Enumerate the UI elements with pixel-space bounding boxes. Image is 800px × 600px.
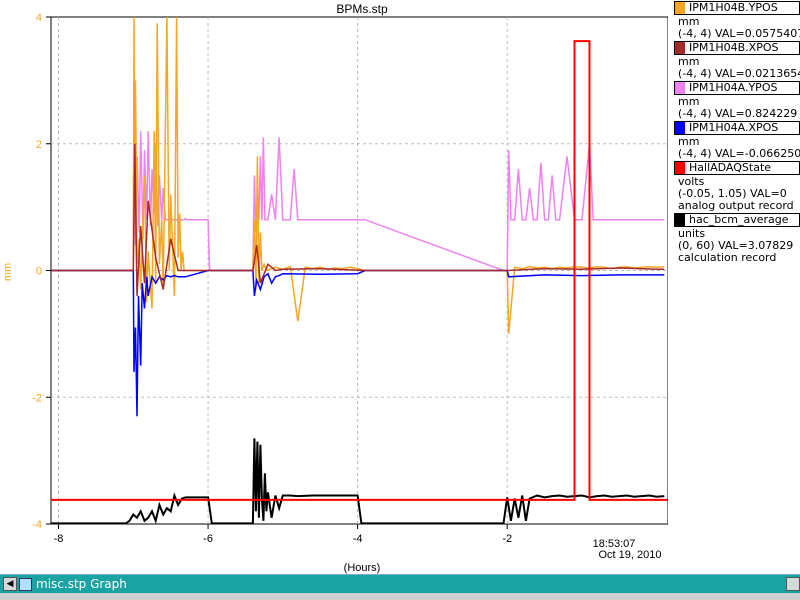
taskbar: ◀ misc.stp Graph: [0, 574, 800, 594]
legend-note: analog output record: [678, 199, 794, 212]
y-tick-label: 0: [36, 266, 42, 278]
series-line-halladaqstate: [51, 40, 668, 501]
legend-swatch: [675, 82, 685, 94]
series-line-ipm1h04b-ypos: [51, 16, 665, 334]
timestamp-time: 18:53:07: [593, 538, 636, 550]
legend-series-button[interactable]: IPM1H04A.XPOS: [674, 121, 800, 135]
legend-entry: HallADAQState volts (-0.05, 1.05) VAL=0 …: [668, 161, 800, 212]
legend-unit: volts: [678, 175, 705, 188]
legend-range: (-4, 4) VAL=-0.0662502: [678, 147, 800, 160]
legend-range: (-4, 4) VAL=0.0575407: [678, 27, 800, 40]
x-tick-label: -8: [54, 533, 64, 545]
legend-note: calculation record: [678, 251, 777, 264]
legend-series-button[interactable]: HallADAQState: [674, 161, 800, 175]
legend-range: (-4, 4) VAL=0.0213654: [678, 67, 800, 80]
legend-unit: mm: [678, 15, 700, 28]
window-menu-button[interactable]: ◀: [3, 577, 17, 591]
y-tick-label: 2: [36, 139, 42, 151]
legend-range: (-0.05, 1.05) VAL=0: [678, 187, 787, 200]
legend-swatch: [675, 122, 685, 134]
legend-entry: hac_bcm_average units (0, 60) VAL=3.0782…: [668, 213, 800, 264]
legend-series-name: HallADAQState: [689, 161, 772, 174]
legend-swatch: [675, 42, 685, 54]
legend-series-name: IPM1H04B.XPOS: [689, 41, 779, 54]
y-tick-label: 4: [36, 12, 42, 24]
legend-range: (0, 60) VAL=3.07829: [678, 239, 794, 252]
plot-area: -8 -6 -4 -2 -4 -2 0 2 4: [32, 12, 668, 545]
legend-series-name: IPM1H04A.XPOS: [689, 121, 779, 134]
bottom-strip: [0, 593, 800, 600]
taskbar-scroll-button[interactable]: [786, 577, 800, 591]
legend-unit: mm: [678, 135, 700, 148]
x-axis-label: (Hours): [344, 562, 381, 574]
legend: IPM1H04B.YPOS mm (-4, 4) VAL=0.0575407 I…: [668, 0, 800, 268]
y-tick-label: -2: [32, 392, 42, 404]
legend-entry: IPM1H04A.YPOS mm (-4, 4) VAL=0.824229: [668, 81, 800, 120]
legend-unit: units: [678, 227, 706, 240]
series-line-hac-bcm-average: [51, 438, 665, 525]
legend-series-button[interactable]: IPM1H04B.XPOS: [674, 41, 800, 55]
legend-series-name: IPM1H04A.YPOS: [689, 81, 778, 94]
y-axis-label: mm: [2, 263, 14, 281]
legend-swatch: [675, 2, 685, 14]
legend-series-button[interactable]: hac_bcm_average: [674, 213, 800, 227]
series-line-ipm1h04a-ypos: [51, 118, 665, 272]
graph-window-icon[interactable]: [19, 578, 32, 591]
legend-series-button[interactable]: IPM1H04B.YPOS: [674, 1, 800, 15]
legend-unit: mm: [678, 55, 700, 68]
legend-entry: IPM1H04B.YPOS mm (-4, 4) VAL=0.0575407: [668, 1, 800, 40]
chart-title: BPMs.stp: [336, 2, 388, 16]
taskbar-window-title[interactable]: misc.stp Graph: [36, 577, 127, 591]
legend-entry: IPM1H04A.XPOS mm (-4, 4) VAL=-0.0662502: [668, 121, 800, 160]
y-tick-label: -4: [32, 519, 42, 531]
x-tick-label: -6: [203, 533, 213, 545]
legend-series-name: IPM1H04B.YPOS: [689, 1, 778, 14]
legend-swatch: [675, 214, 685, 226]
legend-swatch: [675, 162, 685, 174]
legend-range: (-4, 4) VAL=0.824229: [678, 107, 798, 120]
x-tick-label: -4: [353, 533, 363, 545]
legend-series-button[interactable]: IPM1H04A.YPOS: [674, 81, 800, 95]
legend-unit: mm: [678, 95, 700, 108]
x-tick-label: -2: [502, 533, 512, 545]
timestamp-date: Oct 19, 2010: [599, 549, 662, 561]
strip-chart: BPMs.stp mm (Hours) 18:53:07 Oct 19, 201…: [2, 2, 668, 574]
legend-series-name: hac_bcm_average: [689, 213, 789, 226]
series-line-ipm1h04b-xpos: [51, 143, 665, 296]
legend-entry: IPM1H04B.XPOS mm (-4, 4) VAL=0.0213654: [668, 41, 800, 80]
